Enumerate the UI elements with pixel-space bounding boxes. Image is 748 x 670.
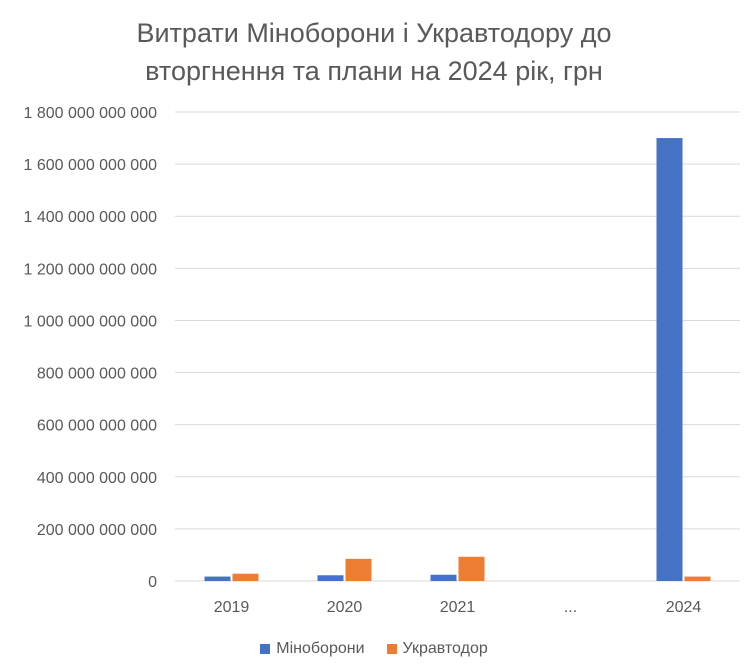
y-tick-label: 1 400 000 000 000	[24, 209, 158, 226]
y-tick-label: 1 800 000 000 000	[24, 105, 158, 122]
chart-legend: Міноборони Укравтодор	[0, 640, 748, 658]
y-tick-label: 200 000 000 000	[37, 522, 157, 539]
x-tick-label: 2020	[327, 599, 363, 616]
y-tick-label: 800 000 000 000	[37, 366, 157, 383]
bar-2	[458, 556, 485, 581]
legend-label-series-2: Укравтодор	[402, 640, 488, 657]
y-tick-label: 400 000 000 000	[37, 470, 157, 487]
y-tick-label: 600 000 000 000	[37, 418, 157, 435]
x-tick-label: 2021	[440, 599, 476, 616]
chart-title-line-2: вторгнення та плани на 2024 рік, грн	[145, 56, 603, 86]
y-tick-label: 0	[148, 574, 157, 591]
chart-title: Витрати Міноборони і Укравтодору до втор…	[0, 14, 748, 90]
y-tick-label: 1 200 000 000 000	[24, 261, 158, 278]
x-tick-label: 2019	[214, 599, 250, 616]
bar-2	[232, 573, 259, 581]
bar-1	[204, 576, 231, 581]
y-tick-label: 1 600 000 000 000	[24, 157, 158, 174]
bar-2	[684, 576, 711, 581]
bar-1	[317, 575, 344, 581]
legend-swatch-series-2	[386, 644, 397, 654]
x-tick-label: 2024	[666, 599, 702, 616]
legend-label-series-1: Міноборони	[276, 640, 365, 657]
legend-item-series-1: Міноборони	[260, 640, 365, 658]
bar-1	[430, 574, 457, 581]
legend-item-series-2: Укравтодор	[386, 640, 488, 658]
y-tick-label: 1 000 000 000 000	[24, 313, 158, 330]
legend-swatch-series-1	[260, 644, 271, 654]
x-tick-label: ...	[564, 599, 577, 616]
chart-title-line-1: Витрати Міноборони і Укравтодору до	[136, 18, 612, 48]
bar-1	[656, 138, 683, 582]
bar-2	[345, 558, 372, 581]
